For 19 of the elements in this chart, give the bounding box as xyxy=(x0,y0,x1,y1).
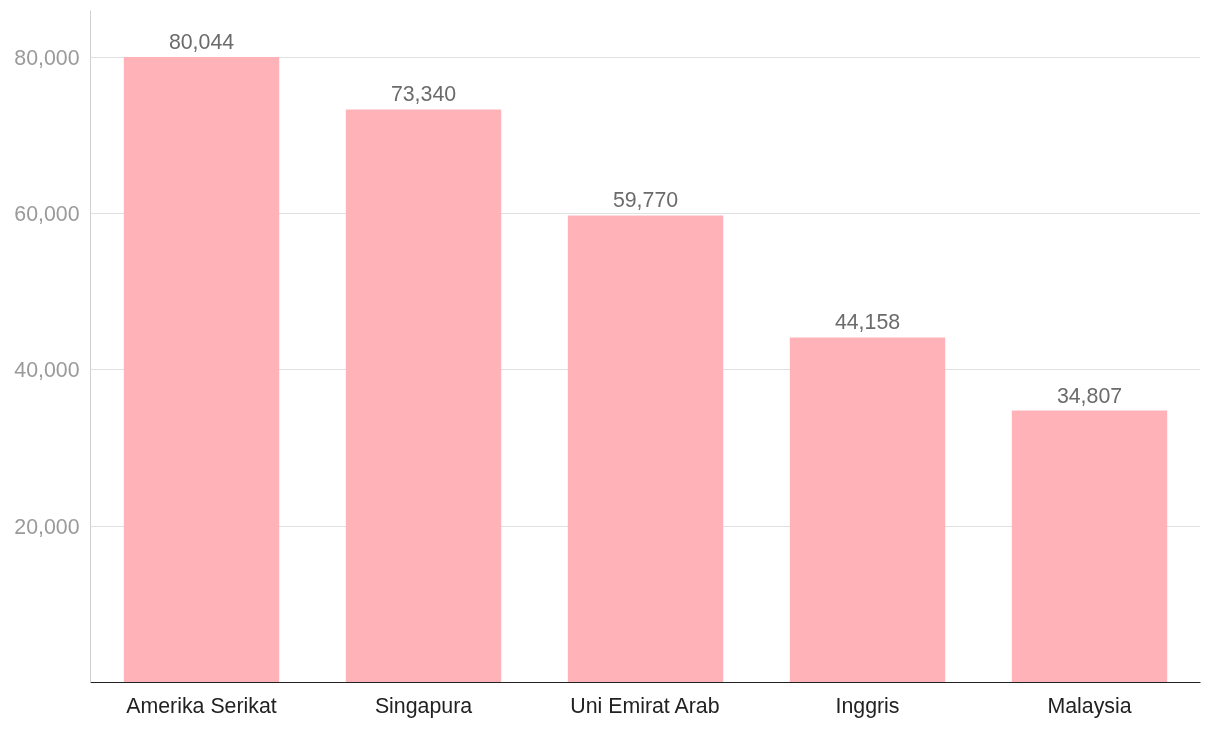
data-label: 80,044 xyxy=(168,30,235,55)
bar xyxy=(567,215,724,683)
y-tick-label: 20,000 xyxy=(14,514,80,539)
x-tick-label: Amerika Serikat xyxy=(126,693,277,718)
data-label: 44,158 xyxy=(834,310,901,335)
data-label: 73,340 xyxy=(390,82,457,107)
bar xyxy=(789,337,946,683)
x-tick-label: Inggris xyxy=(835,693,900,718)
y-tick-label: 80,000 xyxy=(14,45,80,70)
bar xyxy=(123,57,280,683)
x-tick-label: Malaysia xyxy=(1047,693,1132,718)
data-label: 59,770 xyxy=(612,188,679,213)
bar xyxy=(345,109,502,683)
y-tick-label: 40,000 xyxy=(14,358,80,383)
x-tick-label: Uni Emirat Arab xyxy=(570,693,720,718)
data-label: 34,807 xyxy=(1056,383,1123,408)
x-tick-label: Singapura xyxy=(374,693,473,718)
bar xyxy=(1011,410,1168,683)
y-tick-label: 60,000 xyxy=(14,202,80,227)
